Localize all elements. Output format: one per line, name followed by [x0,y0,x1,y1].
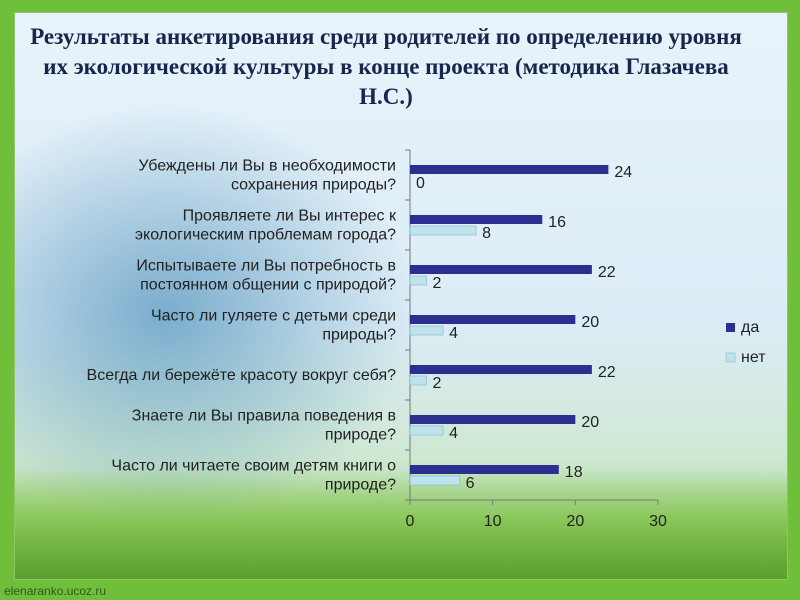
bar-net [409,425,444,436]
bar-da [410,365,592,374]
bar-net [409,325,444,336]
category-label: Убеждены ли Вы в необходимости сохранения… [138,158,396,194]
legend-swatch-net [725,352,736,363]
category-label-line: сохранения природы? [231,177,396,194]
category-label: Часто ли гуляете с детьми среди природы? [151,308,396,344]
category-label-line: Всегда ли бережёте красоту вокруг себя? [87,367,397,384]
bar-net [409,475,460,486]
category-label: Знаете ли Вы правила поведения в природе? [132,408,396,444]
data-label-net: 6 [466,475,475,492]
category-label-line: природы? [322,327,396,344]
category-label-line: экологическим проблемам города? [135,227,396,244]
bar-da [410,265,592,274]
bar-net [409,275,427,286]
bar-net [409,375,427,386]
data-label-da: 16 [548,214,566,231]
bar-da [410,165,609,174]
category-label-line: природе? [325,427,396,444]
bar-da [410,215,543,224]
data-label-net: 4 [449,425,458,442]
bar-da [410,465,559,474]
category-label-line: Знаете ли Вы правила поведения в [132,408,396,425]
category-label: Проявляете ли Вы интерес к экологическим … [135,208,397,244]
data-label-net: 2 [433,375,442,392]
data-label-net: 8 [482,225,491,242]
data-label-net: 4 [449,325,458,342]
category-label-line: Часто ли гуляете с детьми среди [151,308,396,325]
category-label: Всегда ли бережёте красоту вокруг себя? [87,367,397,384]
data-label-da: 24 [614,164,632,181]
category-label-line: Убеждены ли Вы в необходимости [138,158,396,175]
x-tick-label: 30 [649,513,667,530]
bar-net [409,225,477,236]
category-label-line: Испытываете ли Вы потребность в [136,258,396,275]
category-label-line: постоянном общении с природой? [140,277,396,294]
x-tick-label: 10 [484,513,502,530]
data-label-net: 0 [416,175,425,192]
x-tick-label: 0 [406,513,415,530]
data-label-da: 20 [581,314,599,331]
category-label-line: природе? [325,477,396,494]
footer-source: elenaranko.ucoz.ru [4,584,107,598]
legend-label-da: да [741,319,759,336]
data-label-da: 22 [598,364,616,381]
slide-background [14,12,788,580]
category-label-line: Часто ли читаете своим детям книги о [111,458,396,475]
legend-swatch-da [726,323,735,332]
data-label-da: 22 [598,264,616,281]
x-tick-label: 20 [566,513,584,530]
bar-da [410,315,576,324]
data-label-net: 2 [433,275,442,292]
legend-label-net: нет [741,349,766,366]
page-title: Результаты анкетирования среди родителей… [30,24,742,109]
category-label-line: Проявляете ли Вы интерес к [183,208,397,225]
category-label: Испытываете ли Вы потребность в постоянно… [136,258,396,294]
grass-decoration [15,469,787,579]
data-label-da: 18 [565,464,583,481]
data-label-da: 20 [581,414,599,431]
category-label: Часто ли читаете своим детям книги о прир… [111,458,396,494]
bar-da [410,415,576,424]
